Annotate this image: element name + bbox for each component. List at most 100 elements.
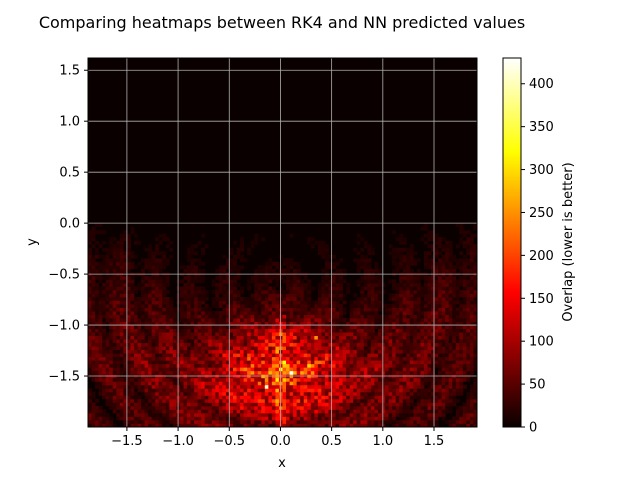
heatmap-cell: [434, 335, 439, 340]
heatmap-cell: [183, 363, 188, 368]
heatmap-cell: [141, 353, 145, 358]
heatmap-cell: [197, 353, 202, 358]
heatmap-cell: [254, 307, 259, 312]
heatmap-cell: [438, 325, 443, 329]
heatmap-cell: [126, 328, 131, 333]
heatmap-cell: [105, 423, 110, 427]
heatmap-cell: [243, 318, 248, 322]
heatmap-cell: [324, 381, 329, 386]
heatmap-cell: [183, 412, 188, 417]
heatmap-cell: [455, 356, 460, 361]
heatmap-cell: [123, 265, 128, 270]
heatmap-cell: [307, 321, 312, 326]
heatmap-cell: [254, 268, 259, 273]
heatmap-cell: [148, 328, 153, 333]
heatmap-cell: [438, 363, 443, 368]
heatmap-cell: [370, 328, 375, 333]
heatmap-cell: [392, 395, 397, 400]
heatmap-cell: [187, 339, 191, 344]
heatmap-cell: [434, 286, 439, 291]
heatmap-cell: [105, 416, 110, 421]
heatmap-cell: [353, 293, 358, 298]
heatmap-cell: [98, 289, 103, 294]
heatmap-cell: [328, 381, 333, 386]
heatmap-cell: [218, 275, 223, 280]
heatmap-cell: [225, 311, 230, 315]
heatmap-cell: [466, 314, 471, 319]
heatmap-cell: [183, 402, 188, 407]
heatmap-cell: [409, 275, 414, 280]
heatmap-cell: [271, 356, 276, 361]
heatmap-cell: [346, 377, 351, 382]
heatmap-cell: [441, 268, 446, 273]
heatmap-cell: [469, 282, 474, 287]
heatmap-cell: [455, 244, 460, 249]
heatmap-cell: [466, 405, 471, 410]
heatmap-cell: [225, 395, 230, 400]
heatmap-cell: [232, 279, 237, 284]
heatmap-cell: [194, 268, 199, 273]
heatmap-cell: [335, 339, 340, 344]
heatmap-cell: [148, 402, 153, 407]
heatmap-cell: [438, 342, 443, 347]
heatmap-cell: [434, 244, 439, 249]
heatmap-cell: [448, 402, 453, 407]
heatmap-cell: [261, 398, 266, 403]
heatmap-cell: [102, 261, 107, 266]
heatmap-cell: [257, 360, 262, 365]
heatmap-cell: [307, 416, 312, 421]
heatmap-cell: [229, 395, 234, 400]
heatmap-cell: [116, 268, 121, 273]
heatmap-cell: [385, 318, 389, 322]
heatmap-cell: [448, 384, 453, 389]
heatmap-cell: [264, 370, 269, 375]
heatmap-cell: [462, 300, 467, 305]
heatmap-cell: [126, 349, 131, 354]
heatmap-cell: [360, 279, 365, 284]
heatmap-cell: [441, 412, 446, 417]
heatmap-cell: [388, 388, 393, 393]
heatmap-cell: [126, 335, 131, 340]
heatmap-cell: [187, 325, 191, 329]
heatmap-cell: [105, 335, 110, 340]
heatmap-cell: [413, 419, 418, 424]
heatmap-cell: [162, 307, 167, 312]
heatmap-cell: [321, 289, 326, 294]
heatmap-cell: [264, 342, 269, 347]
heatmap-cell: [204, 349, 209, 354]
heatmap-cell: [374, 321, 379, 326]
heatmap-cell: [388, 335, 393, 340]
heatmap-cell: [232, 384, 237, 389]
heatmap-cell: [109, 384, 114, 389]
heatmap-cell: [416, 363, 421, 368]
heatmap-cell: [332, 304, 336, 308]
heatmap-cell: [441, 314, 446, 319]
heatmap-cell: [409, 268, 414, 273]
heatmap-cell: [183, 381, 188, 386]
heatmap-cell: [197, 258, 202, 263]
heatmap-cell: [473, 419, 477, 424]
heatmap-cell: [374, 423, 379, 427]
heatmap-cell: [363, 265, 368, 270]
heatmap-cell: [109, 416, 114, 421]
heatmap-cell: [300, 419, 305, 424]
heatmap-cell: [123, 349, 128, 354]
heatmap-cell: [148, 388, 153, 393]
heatmap-cell: [179, 286, 184, 291]
heatmap-cell: [187, 402, 191, 407]
heatmap-cell: [392, 286, 397, 291]
heatmap-cell: [335, 342, 340, 347]
heatmap-cell: [190, 377, 195, 382]
heatmap-cell: [232, 356, 237, 361]
heatmap-cell: [211, 300, 216, 305]
heatmap-cell: [179, 325, 184, 329]
heatmap-cell: [261, 370, 266, 375]
heatmap-cell: [247, 388, 252, 393]
heatmap-cell: [388, 244, 393, 249]
heatmap-cell: [229, 261, 234, 266]
heatmap-cell: [413, 251, 418, 256]
heatmap-cell: [264, 311, 269, 315]
heatmap-cell: [201, 286, 206, 291]
heatmap-cell: [208, 318, 213, 322]
heatmap-cell: [162, 332, 167, 337]
